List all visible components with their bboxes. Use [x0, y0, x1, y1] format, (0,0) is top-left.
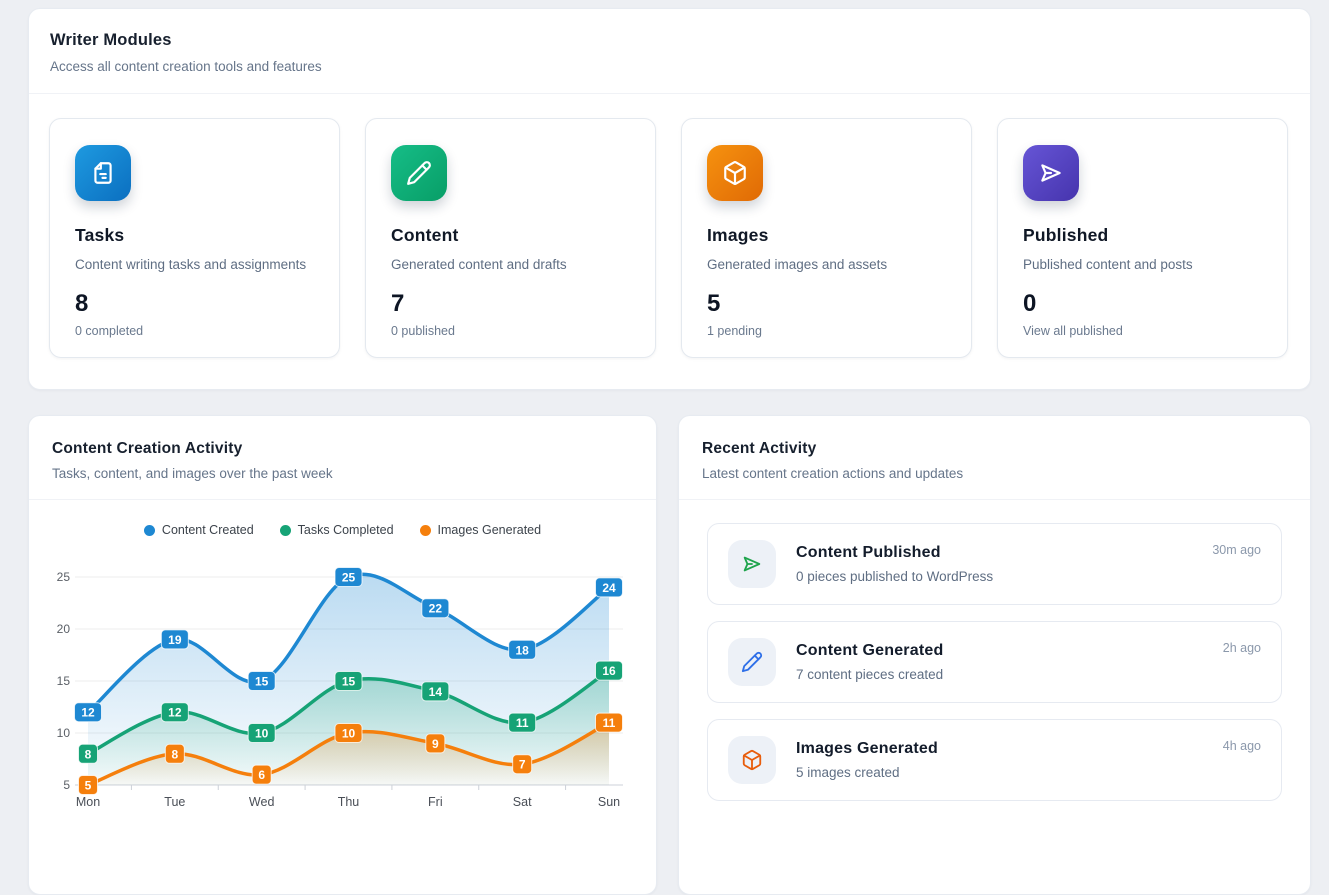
activity-item-content-published: Content Published 0 pieces published to …	[707, 523, 1282, 605]
activity-line-chart: 5 10 15 20 25 Mon Tue Wed Thu Fri Sat Sun 12 19 15 25 22…	[57, 567, 623, 809]
svg-text:15: 15	[342, 675, 356, 689]
svg-text:25: 25	[57, 570, 71, 584]
module-card-title: Images	[707, 225, 769, 245]
file-icon	[75, 145, 131, 201]
svg-text:15: 15	[57, 674, 71, 688]
svg-text:22: 22	[429, 602, 443, 616]
module-card-content[interactable]: Content Generated content and drafts 7 0…	[365, 118, 656, 358]
svg-text:25: 25	[342, 571, 356, 585]
panel-subtitle: Latest content creation actions and upda…	[702, 466, 964, 481]
recent-activity-panel: Recent Activity Latest content creation …	[678, 415, 1311, 895]
module-card-description: Content writing tasks and assignments	[75, 257, 307, 272]
svg-text:11: 11	[516, 716, 529, 730]
legend-label: Tasks Completed	[297, 523, 394, 537]
content-activity-panel: Content Creation Activity Tasks, content…	[28, 415, 657, 895]
writer-modules-header: Writer Modules Access all content creati…	[29, 9, 1310, 94]
svg-text:Mon: Mon	[76, 795, 100, 809]
module-card-tasks[interactable]: Tasks Content writing tasks and assignme…	[49, 118, 340, 358]
pencil-icon	[391, 145, 447, 201]
module-card-footnote: View all published	[1023, 323, 1123, 338]
svg-text:14: 14	[429, 685, 443, 699]
recent-activity-header: Recent Activity Latest content creation …	[679, 416, 1310, 500]
svg-text:Thu: Thu	[338, 795, 360, 809]
legend-item[interactable]: Tasks Completed	[279, 523, 394, 537]
svg-text:Tue: Tue	[164, 795, 185, 809]
activity-description: 5 images created	[796, 765, 900, 780]
module-card-count: 5	[707, 290, 721, 317]
activity-description: 7 content pieces created	[796, 667, 944, 682]
legend-item[interactable]: Images Generated	[419, 523, 542, 537]
svg-text:6: 6	[258, 768, 265, 782]
legend-label: Content Created	[161, 523, 254, 537]
module-card-description: Generated content and drafts	[391, 257, 567, 272]
dashboard-page: Writer Modules Access all content creati…	[28, 8, 1311, 895]
activity-title: Content Generated	[796, 642, 944, 659]
module-card-images[interactable]: Images Generated images and assets 5 1 p…	[681, 118, 972, 358]
svg-text:8: 8	[85, 747, 92, 761]
panel-subtitle: Tasks, content, and images over the past…	[52, 466, 333, 481]
content-activity-header: Content Creation Activity Tasks, content…	[29, 416, 656, 500]
module-cards-row: Tasks Content writing tasks and assignme…	[29, 94, 1310, 382]
recent-activity-list: Content Published 0 pieces published to …	[679, 500, 1310, 824]
cube-icon	[707, 145, 763, 201]
panel-title: Writer Modules	[50, 31, 172, 49]
module-card-footnote: 0 published	[391, 323, 455, 338]
legend-dot	[419, 524, 431, 536]
panel-title: Content Creation Activity	[52, 440, 243, 457]
panel-title: Recent Activity	[702, 440, 817, 457]
panel-subtitle: Access all content creation tools and fe…	[50, 59, 322, 74]
activity-timestamp: 4h ago	[1222, 739, 1261, 753]
svg-text:10: 10	[57, 726, 71, 740]
svg-text:12: 12	[81, 706, 95, 720]
module-card-footnote: 0 completed	[75, 323, 144, 338]
svg-text:10: 10	[342, 727, 356, 741]
activity-description: 0 pieces published to WordPress	[796, 569, 994, 584]
legend-dot	[279, 524, 291, 536]
module-card-title: Published	[1023, 225, 1109, 245]
svg-text:Sun: Sun	[598, 795, 620, 809]
send-icon	[1023, 145, 1079, 201]
module-card-count: 7	[391, 290, 405, 317]
svg-text:24: 24	[602, 581, 616, 595]
cube-icon	[728, 736, 776, 784]
pencil-icon	[728, 638, 776, 686]
module-card-count: 8	[75, 290, 89, 317]
svg-text:12: 12	[168, 706, 182, 720]
legend-label: Images Generated	[437, 523, 542, 537]
activity-title: Content Published	[796, 544, 941, 561]
svg-text:5: 5	[85, 779, 92, 793]
send-icon	[728, 540, 776, 588]
svg-text:5: 5	[63, 778, 70, 792]
module-card-count: 0	[1023, 290, 1037, 317]
module-card-published[interactable]: Published Published content and posts 0 …	[997, 118, 1288, 358]
svg-text:16: 16	[602, 664, 616, 678]
svg-text:Sat: Sat	[513, 795, 532, 809]
svg-text:18: 18	[515, 643, 529, 657]
svg-text:8: 8	[171, 747, 178, 761]
svg-text:7: 7	[519, 758, 526, 772]
module-card-footnote: 1 pending	[707, 323, 762, 338]
activity-timestamp: 2h ago	[1222, 641, 1261, 655]
svg-text:15: 15	[255, 675, 269, 689]
svg-text:11: 11	[603, 716, 616, 730]
activity-title: Images Generated	[796, 740, 938, 757]
activity-timestamp: 30m ago	[1212, 543, 1261, 557]
module-card-description: Published content and posts	[1023, 257, 1193, 272]
svg-text:Wed: Wed	[249, 795, 275, 809]
svg-text:20: 20	[57, 622, 71, 636]
writer-modules-panel: Writer Modules Access all content creati…	[28, 8, 1311, 390]
svg-text:10: 10	[255, 727, 269, 741]
legend-dot	[143, 524, 155, 536]
svg-text:Fri: Fri	[428, 795, 443, 809]
activity-item-images-generated: Images Generated 5 images created 4h ago	[707, 719, 1282, 801]
activity-item-content-generated: Content Generated 7 content pieces creat…	[707, 621, 1282, 703]
module-card-description: Generated images and assets	[707, 257, 888, 272]
module-card-title: Content	[391, 225, 459, 245]
legend-item[interactable]: Content Created	[143, 523, 254, 537]
svg-text:19: 19	[168, 633, 182, 647]
chart-legend: Content Created Tasks Completed Images Gen…	[29, 500, 656, 560]
svg-text:9: 9	[432, 737, 439, 751]
module-card-title: Tasks	[75, 225, 125, 245]
